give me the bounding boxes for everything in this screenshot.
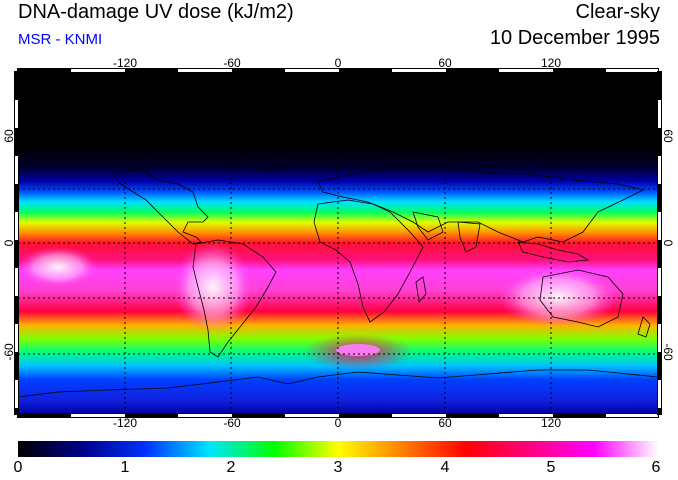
left-lat-tick: 0 [2,239,16,247]
top-lon-tick: 60 [438,56,452,70]
south-america-hotspot [173,242,253,332]
left-lat-tick: -60 [2,343,16,361]
top-lon-tick: -60 [223,56,241,70]
right-scale-bar [657,71,662,415]
bottom-lon-tick: 120 [540,416,562,430]
right-lat-tick: -60 [661,343,675,361]
coastlines [18,139,658,398]
bottom-lon-tick: 60 [438,416,452,430]
bottom-lon-tick: 0 [334,416,342,430]
bottom-lon-tick: -60 [223,416,241,430]
bottom-lon-tick: -120 [112,416,138,430]
colorbar-tick: 4 [440,459,450,476]
colorbar-tick: 3 [333,459,343,476]
colorbar-tick: 2 [226,459,236,476]
pacific-hotspot [18,247,98,287]
source-label: MSR - KNMI [18,31,103,48]
colorbar [18,441,658,457]
antarctic-peak [336,344,380,356]
top-lon-tick: -120 [112,56,138,70]
date-label: 10 December 1995 [489,27,660,49]
colorbar-tick: 5 [546,459,556,476]
graticule [18,72,658,414]
map-title: DNA-damage UV dose (kJ/m2) [18,1,294,23]
colorbar-tick: 6 [651,459,661,476]
colorbar-tick: 1 [120,459,130,476]
top-lon-tick: 0 [334,56,342,70]
colorbar-tick: 0 [13,459,23,476]
right-lat-tick: 60 [661,129,675,143]
uv-dose-map [18,72,658,414]
right-lat-tick: 0 [661,239,675,247]
top-scale-bar [17,68,659,73]
left-lat-tick: 60 [2,129,16,143]
australia-hotspot [498,267,618,327]
sky-condition-label: Clear-sky [575,1,660,23]
top-lon-tick: 120 [540,56,562,70]
left-scale-bar [14,71,19,415]
bottom-scale-bar [17,413,659,418]
